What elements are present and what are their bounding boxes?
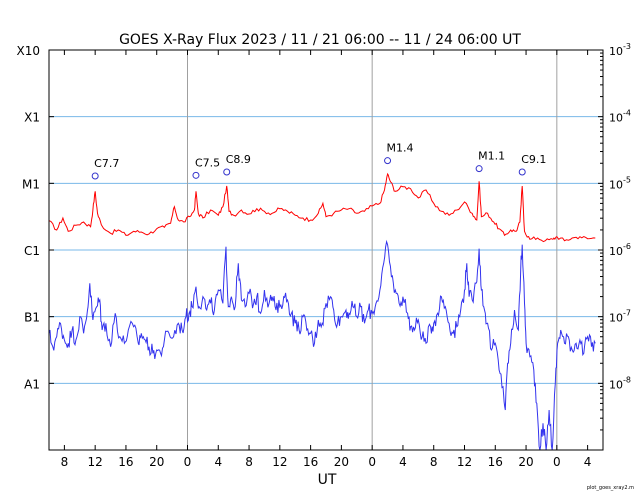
flare-marker: [192, 171, 200, 179]
series-layer: [48, 172, 596, 451]
y-tick-label-left: C1: [24, 244, 40, 258]
x-tick-label: 12: [88, 455, 103, 469]
x-tick-label: 4: [584, 455, 592, 469]
flare-label: C7.5: [195, 156, 220, 169]
x-tick-label: 20: [518, 455, 533, 469]
flare-label: C8.9: [226, 153, 251, 166]
chart-title: GOES X-Ray Flux 2023 / 11 / 21 06:00 -- …: [119, 32, 521, 48]
x-tick-label: 8: [245, 455, 253, 469]
flare-label: C7.7: [94, 157, 119, 170]
y-tick-label-left: B1: [24, 311, 40, 325]
flare-marker: [91, 172, 99, 180]
y-tick-label-left: X1: [24, 111, 40, 125]
series-line-long: [48, 172, 596, 243]
flare-label: M1.4: [387, 142, 414, 155]
y-tick-label-left: X10: [17, 44, 41, 58]
flare-marker: [475, 165, 483, 173]
flare-layer: C7.7 C7.5 C8.9 M1.4 M1.1 C9.1: [91, 142, 546, 180]
flare-marker: [223, 168, 231, 176]
flare-label: M1.1: [478, 150, 505, 163]
flare-label: C9.1: [521, 153, 546, 166]
x-tick-label: 0: [184, 455, 192, 469]
x-tick-label: 4: [399, 455, 407, 469]
x-tick-label: 16: [118, 455, 133, 469]
x-tick-label: 0: [553, 455, 561, 469]
x-tick-label: 20: [334, 455, 349, 469]
flare-marker: [384, 157, 392, 165]
x-tick-label: 8: [61, 455, 69, 469]
x-tick-label: 12: [272, 455, 287, 469]
y-tick-label-left: A1: [24, 377, 40, 391]
x-tick-label: 16: [303, 455, 318, 469]
x-tick-label: 4: [214, 455, 222, 469]
grid-layer: [49, 50, 603, 450]
y-tick-label-left: M1: [22, 177, 40, 191]
x-tick-label: 8: [430, 455, 438, 469]
x-tick-label: 12: [457, 455, 472, 469]
flare-marker: [518, 168, 526, 176]
credit-text: plot_goes_xray2.m: [587, 485, 634, 491]
x-tick-label: 16: [488, 455, 503, 469]
x-tick-label: 0: [368, 455, 376, 469]
series-line-short: [48, 239, 596, 451]
x-axis-label: UT: [318, 472, 337, 488]
x-tick-label: 20: [149, 455, 164, 469]
